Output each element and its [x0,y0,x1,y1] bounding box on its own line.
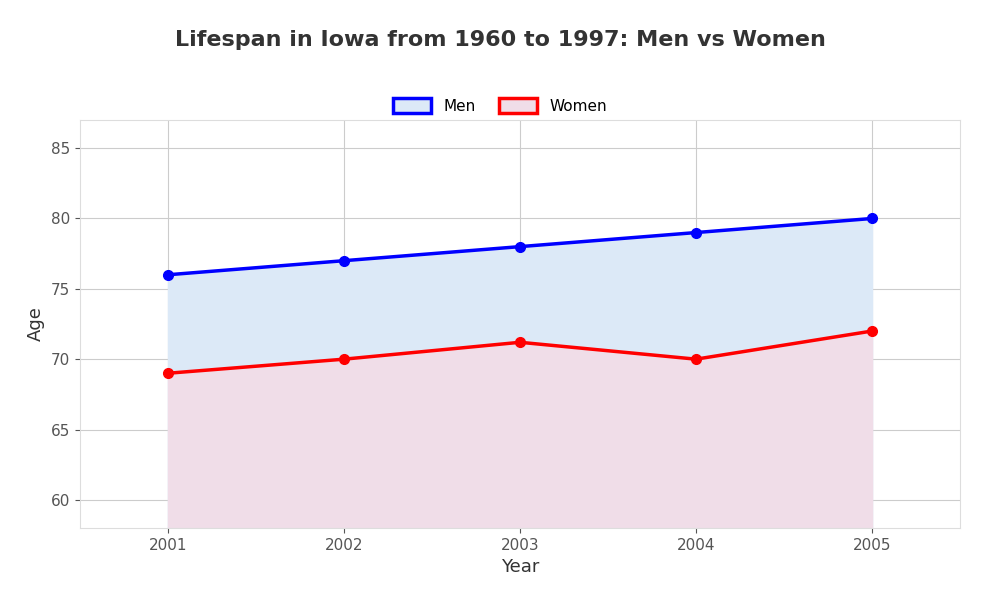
Legend: Men, Women: Men, Women [387,92,613,120]
Men [866,215,878,222]
Women [866,328,878,335]
Men [514,243,526,250]
Men [162,271,174,278]
Line: Men: Men [163,214,877,280]
Men [690,229,702,236]
Text: Lifespan in Iowa from 1960 to 1997: Men vs Women: Lifespan in Iowa from 1960 to 1997: Men … [175,30,825,50]
Women [514,338,526,346]
Women [690,356,702,363]
Men [338,257,350,264]
Line: Women: Women [163,326,877,378]
X-axis label: Year: Year [501,558,539,576]
Women [338,356,350,363]
Y-axis label: Age: Age [27,307,45,341]
Women [162,370,174,377]
